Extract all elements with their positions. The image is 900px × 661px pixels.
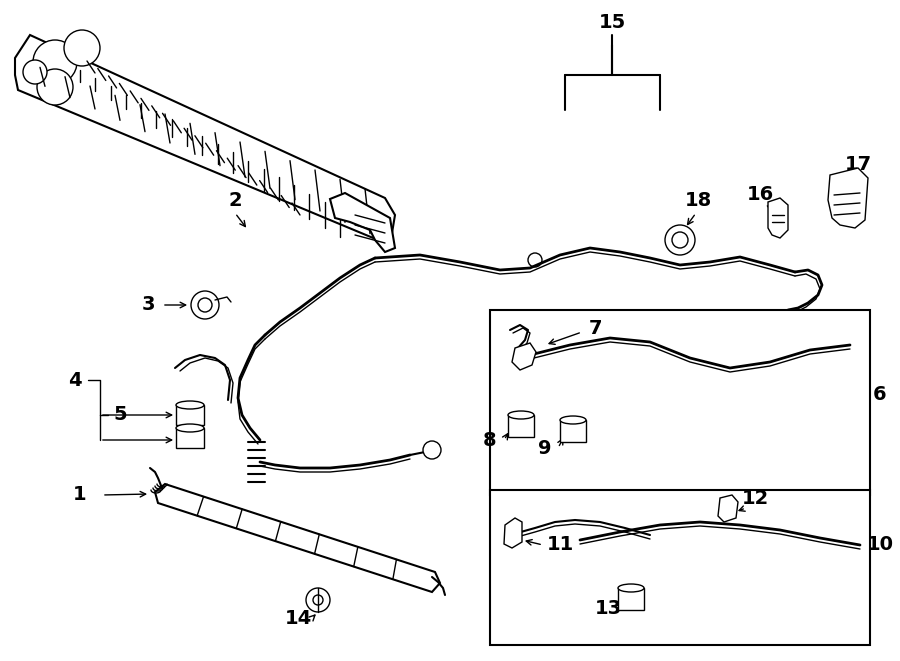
Polygon shape (155, 484, 440, 592)
Text: 4: 4 (68, 371, 82, 389)
Bar (490, 310, 870, 495)
Ellipse shape (618, 584, 644, 592)
Text: 12: 12 (742, 488, 769, 508)
Text: 14: 14 (284, 609, 311, 627)
Text: 7: 7 (589, 319, 602, 338)
Text: 18: 18 (684, 190, 712, 210)
Bar (618, 588, 644, 610)
Circle shape (672, 232, 688, 248)
Text: 15: 15 (598, 13, 625, 32)
Text: 10: 10 (867, 535, 894, 555)
Circle shape (313, 595, 323, 605)
Polygon shape (15, 35, 395, 245)
Circle shape (23, 60, 47, 84)
Circle shape (198, 298, 212, 312)
Text: 16: 16 (746, 186, 774, 204)
Text: 3: 3 (141, 295, 155, 315)
Text: 11: 11 (546, 535, 573, 555)
Ellipse shape (560, 416, 586, 424)
Circle shape (423, 441, 441, 459)
Text: 6: 6 (873, 385, 886, 405)
Polygon shape (828, 168, 868, 228)
Circle shape (191, 291, 219, 319)
Polygon shape (718, 495, 738, 522)
Ellipse shape (176, 424, 204, 432)
Bar (176, 405, 204, 425)
Text: 5: 5 (113, 405, 127, 424)
Polygon shape (512, 343, 536, 370)
Bar (560, 420, 586, 442)
Ellipse shape (176, 401, 204, 409)
Text: 9: 9 (538, 438, 552, 457)
Bar (508, 415, 534, 437)
Polygon shape (504, 518, 522, 548)
Text: 8: 8 (483, 430, 497, 449)
Polygon shape (330, 193, 395, 252)
Circle shape (37, 69, 73, 105)
Bar (490, 490, 870, 645)
Polygon shape (768, 198, 788, 238)
Circle shape (306, 588, 330, 612)
Bar (176, 428, 204, 448)
Circle shape (665, 225, 695, 255)
Circle shape (64, 30, 100, 66)
Circle shape (33, 40, 77, 84)
Text: 2: 2 (229, 190, 242, 210)
Text: 13: 13 (594, 598, 622, 617)
Ellipse shape (508, 411, 534, 419)
Text: 1: 1 (73, 485, 86, 504)
Text: 17: 17 (844, 155, 871, 175)
